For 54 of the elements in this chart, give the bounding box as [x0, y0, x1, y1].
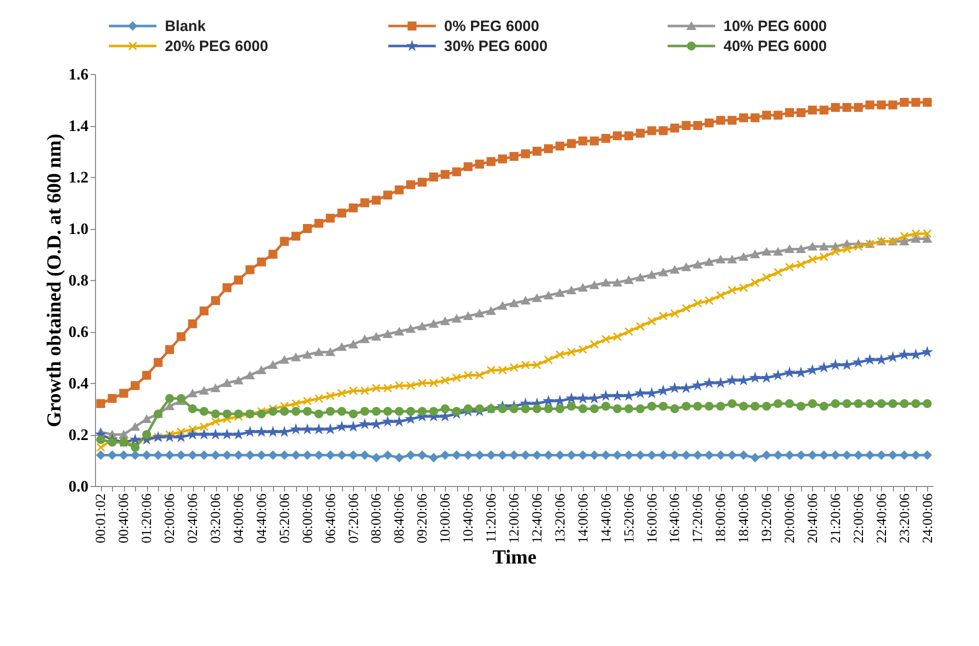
y-tick-label: 1.0 [68, 221, 88, 238]
x-tick-label: 20:40:06 [806, 494, 821, 544]
x-tick-label: 22:00:06 [852, 494, 867, 544]
x-tick-label: 00:40:06 [117, 494, 132, 544]
x-tick-label: 23:20:06 [898, 494, 913, 544]
x-tick-label: 15:20:06 [622, 494, 638, 544]
y-tick-label: 0.4 [68, 376, 88, 392]
x-tick-label: 17:20:06 [691, 494, 706, 544]
x-tick-label: 04:00:06 [232, 494, 247, 544]
x-axis-title: Time [492, 546, 537, 568]
x-tick-label: 12:00:06 [508, 494, 522, 544]
x-tick-label: 24:00:06 [920, 494, 936, 544]
x-tick-label: 06:40:06 [324, 494, 339, 544]
x-tick-label: 08:40:06 [392, 494, 408, 544]
legend-label: 0% PEG 6000 [444, 18, 540, 35]
x-tick-label: 14:00:06 [576, 494, 592, 544]
x-tick-label: 13:20:06 [553, 494, 568, 544]
x-tick-label: 18:00:06 [714, 494, 730, 544]
x-tick-label: 12:40:06 [530, 494, 546, 544]
legend-label: Blank [164, 18, 206, 35]
x-tick-label: 22:40:06 [874, 494, 890, 544]
x-tick-label: 16:40:06 [668, 494, 684, 544]
x-tick-label: 10:40:06 [462, 494, 477, 544]
x-tick-label: 11:20:06 [484, 494, 500, 543]
x-tick-label: 02:40:06 [186, 494, 202, 544]
x-tick-label: 09:20:06 [416, 494, 431, 544]
x-tick-label: 03:20:06 [209, 494, 224, 544]
x-tick-label: 08:00:06 [370, 494, 385, 544]
y-axis-title: Growth obtained (O.D. at 600 nm) [44, 134, 66, 428]
x-tick-label: 16:00:06 [645, 494, 660, 544]
x-tick-label: 21:20:06 [828, 494, 844, 544]
y-tick-label: 1.2 [68, 170, 88, 186]
x-tick-label: 14:40:06 [599, 494, 614, 544]
x-tick-label: 06:00:06 [300, 494, 316, 544]
legend-label: 20% PEG 6000 [164, 38, 268, 55]
y-tick-label: 0.2 [68, 427, 88, 444]
x-tick-label: 07:20:06 [346, 494, 362, 544]
y-tick-label: 0.0 [68, 478, 88, 496]
x-tick-label: 20:00:06 [783, 494, 798, 544]
x-tick-label: 04:40:06 [254, 494, 270, 544]
x-tick-label: 19:20:06 [760, 494, 776, 544]
y-tick-label: 1.6 [68, 66, 88, 84]
x-tick-label: 02:00:06 [163, 494, 178, 544]
x-tick-label: 00:01:02 [94, 494, 110, 544]
y-tick-label: 0.6 [68, 324, 88, 341]
legend-label: 10% PEG 6000 [724, 18, 827, 35]
y-tick-label: 0.8 [68, 272, 88, 290]
legend-label: 30% PEG 6000 [444, 38, 548, 55]
x-tick-label: 01:20:06 [140, 494, 156, 544]
x-tick-label: 18:40:06 [737, 494, 752, 544]
legend-label: 40% PEG 6000 [724, 38, 827, 55]
x-tick-label: 05:20:06 [278, 494, 293, 544]
y-tick-label: 1.4 [68, 118, 88, 135]
x-tick-label: 10:00:06 [438, 494, 454, 544]
